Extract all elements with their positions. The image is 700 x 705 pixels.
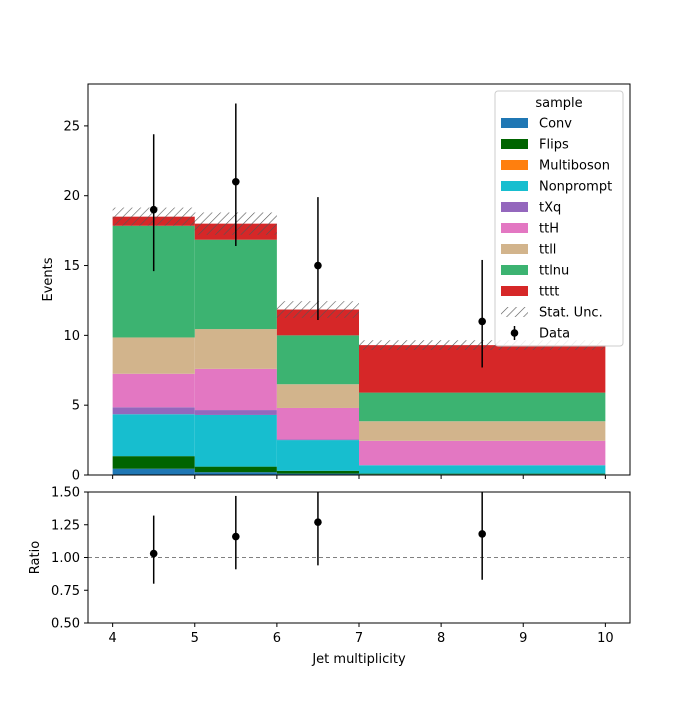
legend-swatch-multiboson bbox=[501, 160, 528, 170]
legend-label-ttll: ttll bbox=[539, 243, 556, 258]
legend-swatch-flips bbox=[501, 139, 528, 149]
ratio-axes: 0.50 0.75 1.00 1.25 1.50 4 5 6 7 8 9 10 bbox=[51, 486, 614, 647]
bar-ttll-bin-3 bbox=[276, 384, 359, 408]
legend-label-nonprompt: Nonprompt bbox=[539, 180, 612, 195]
legend-label-stat-unc: Stat. Unc. bbox=[539, 306, 603, 321]
y-tick-label-15: 15 bbox=[63, 259, 80, 274]
data-point-1 bbox=[149, 205, 158, 214]
y-tick-label-0: 0 bbox=[72, 469, 80, 484]
ratio-points-layer bbox=[149, 492, 486, 584]
x-axis-label: Jet multiplicity bbox=[311, 652, 406, 667]
ratio-y-tick-label-1-25: 1.25 bbox=[51, 518, 80, 533]
bar-conv-bin-3 bbox=[276, 473, 359, 475]
bar-ttlnu-bin-4 bbox=[359, 392, 606, 422]
y-tick-label-20: 20 bbox=[63, 189, 80, 204]
data-points-layer bbox=[149, 103, 486, 368]
data-point-2 bbox=[232, 177, 240, 186]
bar-nonprompt-bin-1 bbox=[112, 414, 195, 457]
ratio-point-4 bbox=[478, 530, 486, 538]
bar-ttll-bin-1 bbox=[112, 337, 195, 374]
legend-swatch-ttll bbox=[501, 244, 528, 254]
x-tick-label-9: 9 bbox=[519, 631, 527, 646]
main-bars-layer bbox=[112, 216, 606, 475]
bar-nonprompt-bin-2 bbox=[194, 414, 277, 467]
legend-label-conv: Conv bbox=[539, 117, 572, 132]
y-axis-label: Events bbox=[41, 257, 56, 301]
ratio-y-tick-label-1-50: 1.50 bbox=[51, 486, 80, 501]
bar-txq-bin-3 bbox=[276, 439, 359, 441]
ratio-y-axis-label: Ratio bbox=[28, 541, 43, 574]
bar-tth-bin-2 bbox=[194, 368, 277, 411]
bar-flips-bin-2 bbox=[194, 466, 277, 473]
bar-nonprompt-bin-4 bbox=[359, 465, 606, 474]
x-tick-label-10: 10 bbox=[597, 631, 614, 646]
bar-ttll-bin-4 bbox=[359, 421, 606, 441]
x-tick-label-8: 8 bbox=[437, 631, 445, 646]
bar-ttll-bin-2 bbox=[194, 329, 277, 369]
data-point-4 bbox=[478, 317, 486, 326]
legend-label-txq: tXq bbox=[539, 201, 561, 216]
y-tick-label-10: 10 bbox=[63, 329, 80, 344]
legend-label-data: Data bbox=[539, 327, 570, 342]
y-tick-label-5: 5 bbox=[72, 399, 80, 414]
x-tick-label-5: 5 bbox=[191, 631, 199, 646]
x-tick-label-7: 7 bbox=[355, 631, 363, 646]
legend-title: sample bbox=[535, 96, 582, 111]
bar-ttlnu-bin-2 bbox=[194, 239, 277, 330]
x-tick-label-4: 4 bbox=[108, 631, 116, 646]
bar-tth-bin-4 bbox=[359, 440, 606, 466]
bar-tth-bin-1 bbox=[112, 373, 195, 408]
bar-conv-bin-1 bbox=[112, 468, 195, 475]
legend-label-tttt: tttt bbox=[539, 285, 559, 300]
bar-flips-bin-3 bbox=[276, 470, 359, 474]
main-axes: 0 5 10 15 20 25 bbox=[63, 119, 606, 484]
ratio-y-tick-label-0-50: 0.50 bbox=[51, 617, 80, 632]
legend-marker-data bbox=[510, 329, 519, 337]
bar-flips-bin-1 bbox=[112, 456, 195, 469]
legend-label-ttlnu: ttlnu bbox=[539, 264, 569, 279]
legend-swatch-tth bbox=[501, 223, 528, 233]
bar-flips-bin-4 bbox=[359, 473, 606, 475]
legend-box bbox=[494, 90, 624, 347]
legend-label-multiboson: Multiboson bbox=[539, 159, 610, 174]
bar-ttlnu-bin-3 bbox=[276, 335, 359, 385]
ratio-y-tick-label-0-75: 0.75 bbox=[51, 584, 80, 599]
ratio-y-tick-label-1-00: 1.00 bbox=[51, 551, 80, 566]
bar-conv-bin-2 bbox=[194, 472, 277, 475]
y-tick-label-25: 25 bbox=[63, 119, 80, 134]
legend-swatch-conv bbox=[501, 118, 528, 128]
ratio-point-1 bbox=[149, 549, 158, 558]
bar-txq-bin-1 bbox=[112, 407, 195, 415]
x-tick-label-6: 6 bbox=[273, 631, 281, 646]
ratio-plot-frame bbox=[87, 491, 631, 624]
legend-swatch-tttt bbox=[501, 286, 528, 296]
legend-label-flips: Flips bbox=[539, 138, 569, 153]
legend-swatch-stat-unc bbox=[501, 307, 528, 317]
legend-swatch-ttlnu bbox=[501, 265, 528, 275]
bar-tth-bin-3 bbox=[276, 407, 359, 440]
bar-txq-bin-2 bbox=[194, 410, 277, 415]
legend-label-tth: ttH bbox=[539, 222, 559, 237]
legend-swatch-nonprompt bbox=[501, 181, 528, 191]
bar-nonprompt-bin-3 bbox=[276, 440, 359, 471]
data-point-3 bbox=[314, 261, 322, 270]
ratio-point-2 bbox=[232, 532, 240, 541]
legend-swatch-txq bbox=[501, 202, 528, 212]
ratio-point-3 bbox=[314, 518, 322, 526]
legend: sample Conv Flips Multiboson Nonprompt tXq ttH… bbox=[494, 90, 624, 347]
